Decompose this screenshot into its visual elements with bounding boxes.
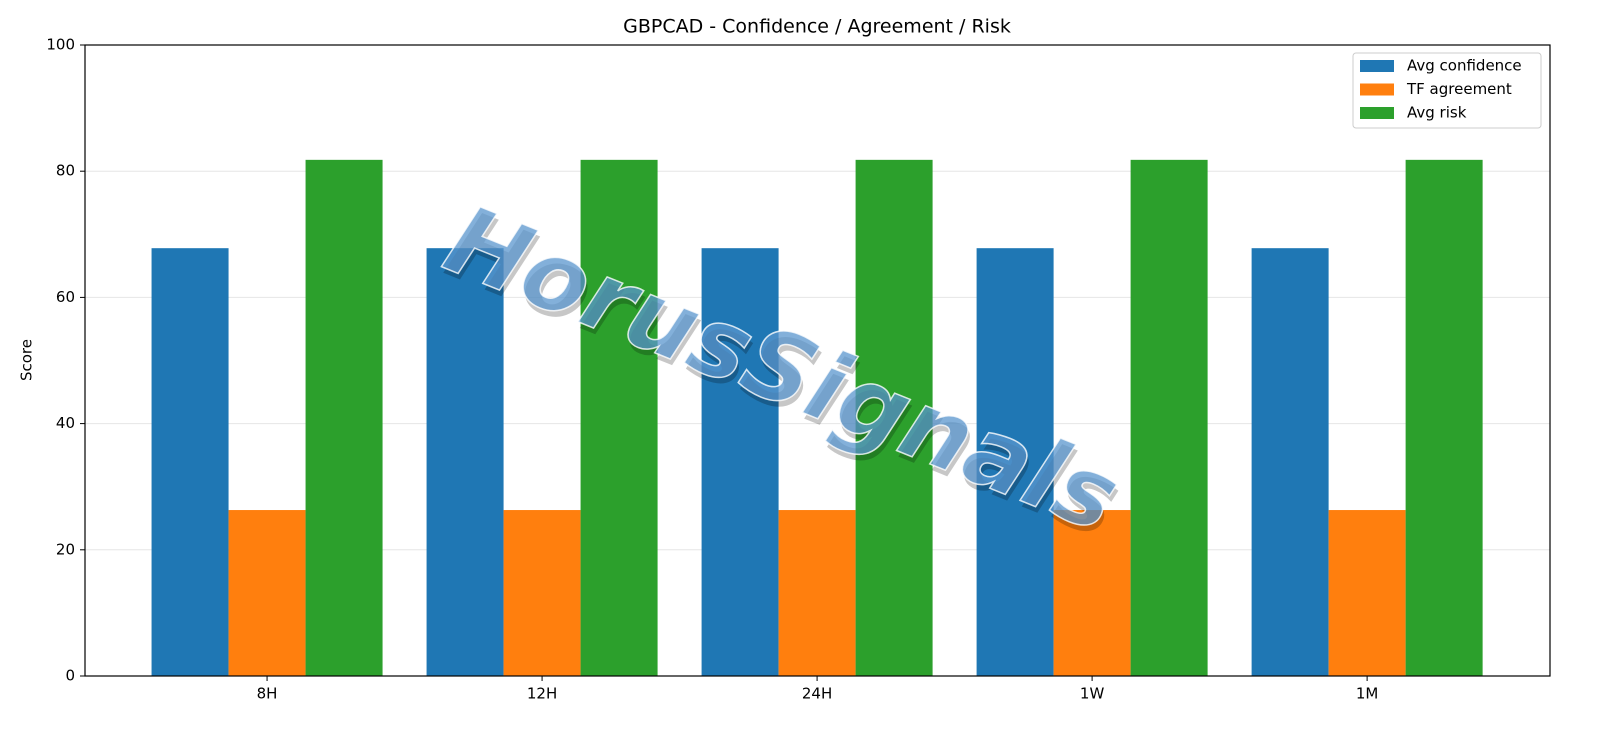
bar: [1405, 159, 1483, 677]
bar: [305, 159, 383, 677]
x-tick-label: 12H: [527, 685, 557, 703]
legend-label: Avg confidence: [1407, 57, 1522, 75]
legend-swatch: [1360, 83, 1394, 96]
y-tick-label: 80: [56, 162, 75, 180]
legend-label: Avg risk: [1407, 104, 1467, 122]
x-tick-label: 8H: [257, 685, 278, 703]
y-tick-label: 0: [65, 667, 75, 685]
bar: [503, 510, 581, 676]
bar: [1053, 510, 1131, 676]
ticks: 0 20 40 60 80 100 8H 12H 24H 1W 1M: [46, 36, 1378, 703]
legend-swatch: [1360, 107, 1394, 119]
bar: [1251, 248, 1329, 676]
bar: [151, 248, 229, 676]
y-axis-label: Score: [18, 339, 36, 381]
legend: Avg confidence TF agreement Avg risk: [1352, 52, 1542, 129]
bar: [426, 248, 504, 676]
x-tick-label: 1W: [1080, 685, 1105, 703]
bar: [976, 248, 1054, 676]
legend-frame: [1352, 52, 1542, 129]
bar: [228, 510, 306, 676]
bars: [151, 159, 1483, 677]
bar: [778, 510, 856, 676]
bar: [580, 159, 658, 677]
legend-label: TF agreement: [1406, 80, 1512, 98]
legend-swatch: [1360, 60, 1394, 72]
y-tick-label: 100: [46, 36, 75, 54]
y-tick-label: 20: [56, 540, 75, 558]
x-tick-label: 1M: [1356, 685, 1379, 703]
x-tick-label: 24H: [802, 685, 832, 703]
chart-title: GBPCAD - Confidence / Agreement / Risk: [623, 16, 1011, 38]
bar: [701, 248, 779, 676]
bar: [1328, 510, 1406, 676]
y-tick-label: 40: [56, 414, 75, 432]
bar: [1130, 159, 1208, 677]
bar: [855, 159, 933, 677]
y-tick-label: 60: [56, 288, 75, 306]
